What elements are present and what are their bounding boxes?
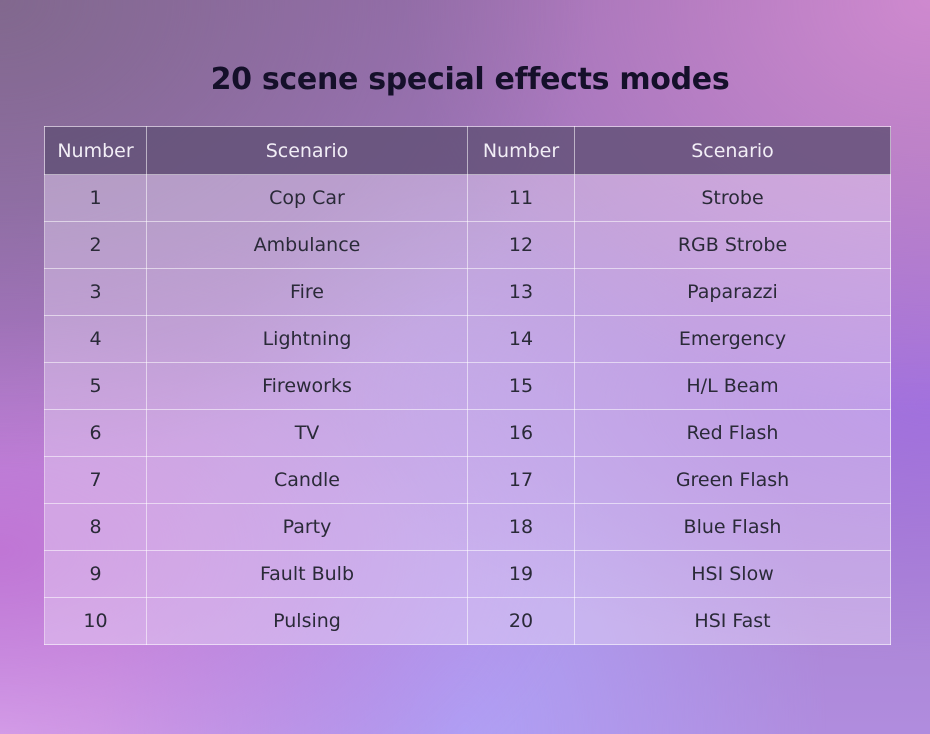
scenario-cell: Party [146,503,468,551]
table-row: 7 Candle 17 Green Flash [44,456,891,504]
number-cell: 1 [44,174,147,222]
scene-modes-table: Number Scenario Number Scenario 1 Cop Ca… [44,126,891,645]
header-number-2: Number [467,126,575,175]
number-cell: 10 [44,597,147,645]
table-row: 3 Fire 13 Paparazzi [44,268,891,316]
number-cell: 12 [467,221,575,269]
number-cell: 18 [467,503,575,551]
number-cell: 4 [44,315,147,363]
table-row: 10 Pulsing 20 HSI Fast [44,597,891,645]
header-scenario-1: Scenario [146,126,468,175]
scenario-cell: Ambulance [146,221,468,269]
header-number-1: Number [44,126,147,175]
table-row: 2 Ambulance 12 RGB Strobe [44,221,891,269]
scenario-cell: HSI Fast [574,597,891,645]
table-row: 4 Lightning 14 Emergency [44,315,891,363]
number-cell: 9 [44,550,147,598]
scenario-cell: TV [146,409,468,457]
page-title: 20 scene special effects modes [210,62,730,97]
scenario-cell: Fault Bulb [146,550,468,598]
scenario-cell: H/L Beam [574,362,891,410]
scenario-cell: RGB Strobe [574,221,891,269]
scenario-cell: Red Flash [574,409,891,457]
number-cell: 15 [467,362,575,410]
scenario-cell: Fire [146,268,468,316]
scenario-cell: Paparazzi [574,268,891,316]
scenario-cell: Cop Car [146,174,468,222]
number-cell: 3 [44,268,147,316]
table-row: 9 Fault Bulb 19 HSI Slow [44,550,891,598]
number-cell: 2 [44,221,147,269]
table-row: 6 TV 16 Red Flash [44,409,891,457]
number-cell: 7 [44,456,147,504]
scenario-cell: Blue Flash [574,503,891,551]
scenario-cell: Candle [146,456,468,504]
scenario-cell: Fireworks [146,362,468,410]
scenario-cell: Emergency [574,315,891,363]
number-cell: 11 [467,174,575,222]
scenario-cell: Green Flash [574,456,891,504]
number-cell: 16 [467,409,575,457]
table-row: 8 Party 18 Blue Flash [44,503,891,551]
header-scenario-2: Scenario [574,126,891,175]
number-cell: 19 [467,550,575,598]
number-cell: 13 [467,268,575,316]
scenario-cell: Pulsing [146,597,468,645]
number-cell: 8 [44,503,147,551]
scenario-cell: HSI Slow [574,550,891,598]
table-row: 1 Cop Car 11 Strobe [44,174,891,222]
scenario-cell: Lightning [146,315,468,363]
number-cell: 17 [467,456,575,504]
number-cell: 5 [44,362,147,410]
table-header-row: Number Scenario Number Scenario [44,126,891,175]
number-cell: 20 [467,597,575,645]
scenario-cell: Strobe [574,174,891,222]
number-cell: 14 [467,315,575,363]
table-row: 5 Fireworks 15 H/L Beam [44,362,891,410]
number-cell: 6 [44,409,147,457]
